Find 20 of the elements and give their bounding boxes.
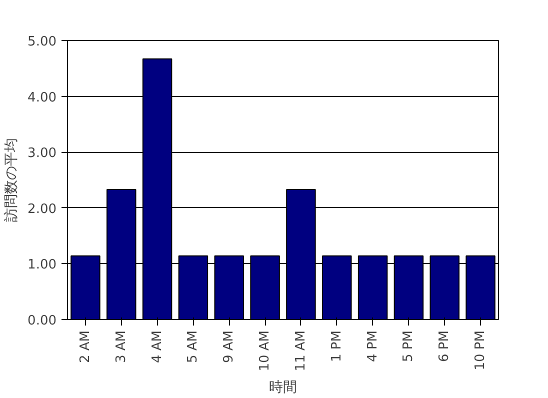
- x-tick-label: 9 AM: [222, 330, 237, 364]
- x-tick-label: 10 AM: [258, 330, 273, 372]
- x-tick-label: 5 AM: [186, 330, 201, 364]
- y-tick-label: 0.00: [28, 314, 57, 328]
- y-tick-label: 4.00: [28, 90, 57, 106]
- x-tick-label: 2 AM: [78, 330, 93, 364]
- x-axis-title: 時間: [269, 379, 297, 396]
- x-tick-label: 5 PM: [401, 330, 416, 362]
- y-tick-label: 2.00: [28, 202, 57, 217]
- x-tick-label: 4 PM: [365, 330, 380, 362]
- x-tick-label: 3 AM: [114, 330, 129, 364]
- y-tick-label: 1.00: [28, 258, 57, 273]
- y-tick-label: 5.00: [28, 34, 57, 50]
- x-tick-label: 10 PM: [473, 330, 488, 370]
- x-tick-label: 11 AM: [293, 330, 308, 372]
- y-axis-title: 訪問数の平均: [4, 138, 20, 222]
- x-tick-label: 4 AM: [150, 330, 165, 364]
- x-tick-label: 1 PM: [329, 330, 344, 362]
- x-tick-label: 6 PM: [437, 330, 452, 362]
- y-tick-label: 3.00: [28, 146, 57, 162]
